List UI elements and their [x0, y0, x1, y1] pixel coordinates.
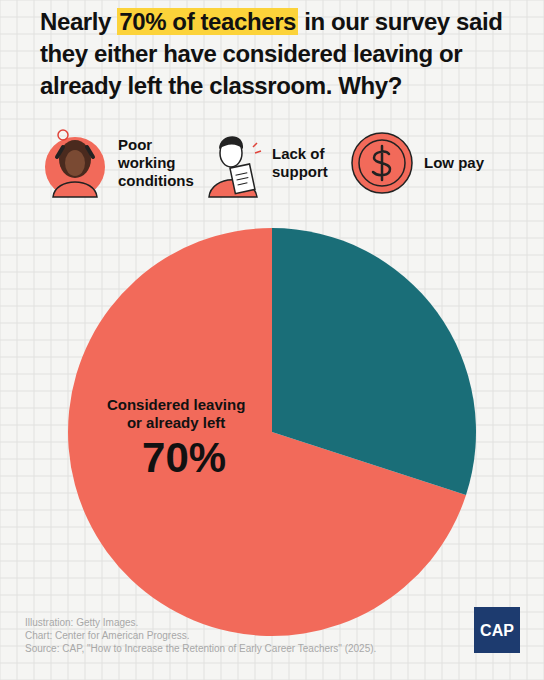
icon-paper — [230, 164, 255, 194]
paper-line — [0, 119, 544, 120]
graph-paper — [0, 0, 544, 680]
paper-line — [0, 102, 544, 103]
paper-line — [0, 221, 544, 222]
reason-label: Lack of support — [272, 125, 342, 201]
slice-label-line: or already left — [127, 414, 225, 431]
paper-line — [0, 0, 544, 1]
title-highlight: 70% of teachers — [117, 8, 298, 35]
footer-note: Chart: Center for American Progress. — [25, 630, 190, 641]
pie — [68, 228, 476, 636]
logo-box — [474, 607, 520, 653]
canvas: Considered leavingor already left70%Illu… — [0, 0, 544, 680]
footer-note: Source: CAP, "How to Increase the Retent… — [25, 643, 376, 654]
title-text: Nearly — [40, 8, 117, 35]
title: Nearly 70% of teachers in our survey sai… — [40, 6, 530, 102]
icon-stress — [58, 130, 68, 140]
icon-lines — [236, 173, 250, 185]
reason-icon — [209, 136, 261, 197]
logo-text: CAP — [480, 622, 514, 639]
paper-line — [0, 68, 544, 69]
paper-line — [0, 663, 544, 664]
reason-icon — [45, 130, 105, 197]
icon-dollar — [373, 146, 390, 180]
data-label: 70% — [142, 434, 226, 481]
icon-bg — [45, 137, 105, 197]
footer-note: Illustration: Getty Images. — [25, 617, 138, 628]
icon-marks — [253, 143, 261, 153]
slice-label-line: Considered leaving — [107, 396, 245, 413]
icon-hands — [57, 147, 93, 157]
icon-hair — [219, 136, 243, 149]
pie-slice — [272, 228, 476, 495]
icon-face — [65, 150, 85, 176]
icon-body — [53, 182, 97, 197]
stage: Considered leavingor already left70%Illu… — [0, 0, 544, 680]
slice-label: Considered leavingor already left — [107, 396, 245, 431]
paper-line — [0, 136, 544, 137]
icon-ring — [359, 140, 405, 186]
reason-label: Low pay — [424, 125, 514, 201]
reason-label: Poor working conditions — [118, 125, 203, 201]
reason-icon — [352, 133, 412, 193]
icon-coin — [352, 133, 412, 193]
paper-line — [0, 204, 544, 205]
